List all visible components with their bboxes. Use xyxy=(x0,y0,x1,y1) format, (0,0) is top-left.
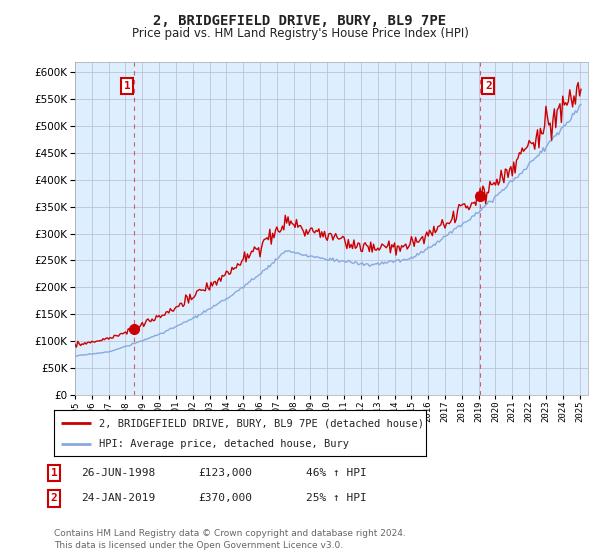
Text: 1: 1 xyxy=(124,81,130,91)
Text: 2: 2 xyxy=(485,81,491,91)
Text: 2, BRIDGEFIELD DRIVE, BURY, BL9 7PE (detached house): 2, BRIDGEFIELD DRIVE, BURY, BL9 7PE (det… xyxy=(98,418,424,428)
Text: Contains HM Land Registry data © Crown copyright and database right 2024.
This d: Contains HM Land Registry data © Crown c… xyxy=(54,529,406,550)
Text: 24-JAN-2019: 24-JAN-2019 xyxy=(81,493,155,503)
Text: 2, BRIDGEFIELD DRIVE, BURY, BL9 7PE: 2, BRIDGEFIELD DRIVE, BURY, BL9 7PE xyxy=(154,14,446,28)
Text: 25% ↑ HPI: 25% ↑ HPI xyxy=(306,493,367,503)
Text: 2: 2 xyxy=(50,493,58,503)
Text: HPI: Average price, detached house, Bury: HPI: Average price, detached house, Bury xyxy=(98,440,349,450)
Text: 46% ↑ HPI: 46% ↑ HPI xyxy=(306,468,367,478)
Text: £370,000: £370,000 xyxy=(198,493,252,503)
Text: Price paid vs. HM Land Registry's House Price Index (HPI): Price paid vs. HM Land Registry's House … xyxy=(131,27,469,40)
Text: £123,000: £123,000 xyxy=(198,468,252,478)
Text: 26-JUN-1998: 26-JUN-1998 xyxy=(81,468,155,478)
Text: 1: 1 xyxy=(50,468,58,478)
